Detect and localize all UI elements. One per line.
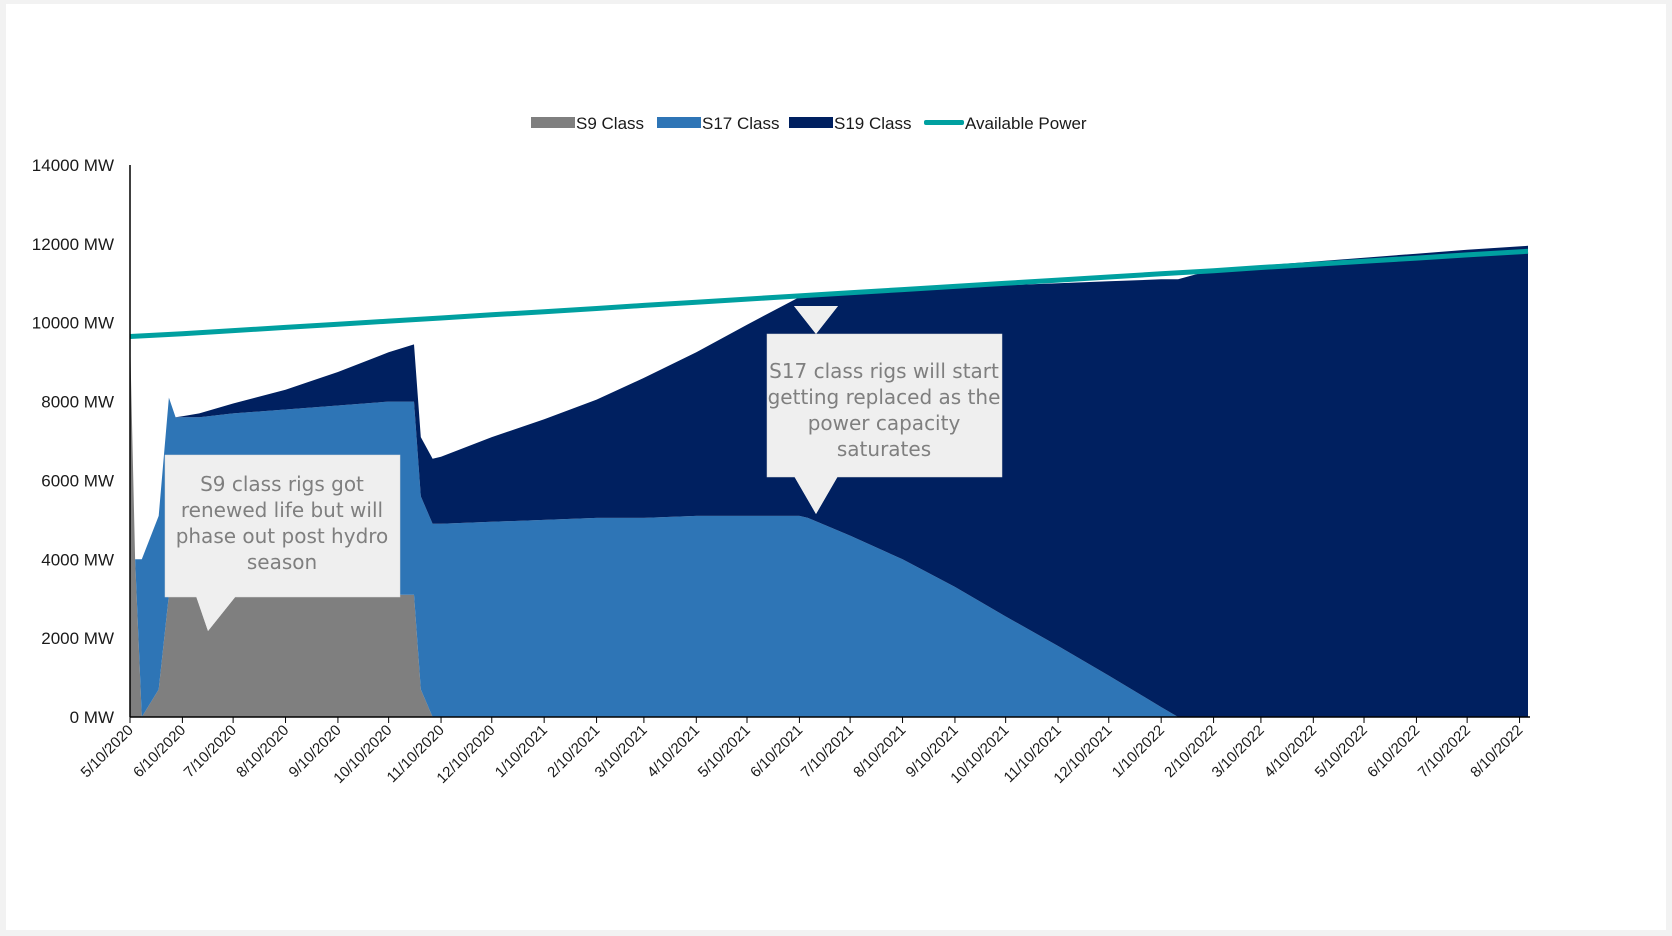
legend: S9 Class S17 Class S19 Class Available Powe… (531, 114, 1087, 133)
x-tick-label: 6/10/2021 (747, 722, 806, 781)
legend-swatch-s9-class (531, 117, 575, 128)
x-tick-label: 7/10/2020 (181, 722, 240, 781)
x-tick-label: 6/10/2022 (1364, 722, 1423, 781)
x-tick-label: 7/10/2021 (798, 722, 857, 781)
y-tick-label: 2000 MW (41, 629, 114, 648)
x-tick-label: 6/10/2020 (130, 722, 189, 781)
available-power-line-group (129, 248, 1529, 339)
legend-swatch-s17-class (657, 117, 701, 128)
x-tick-label: 1/10/2022 (1109, 722, 1168, 781)
callout-text-line: getting replaced as the (768, 385, 1001, 409)
x-tick-label: 4/10/2021 (644, 722, 703, 781)
callout-text-line: power capacity (808, 411, 961, 435)
legend-label-s17-class: S17 Class (702, 114, 779, 133)
stacked-area-chart: S9 Class S17 Class S19 Class Available Powe… (32, 114, 1530, 787)
y-tick-label: 6000 MW (41, 471, 114, 490)
legend-swatch-s19-class (789, 117, 833, 128)
y-tick-label: 8000 MW (41, 393, 114, 412)
line-available-power (129, 248, 1529, 339)
x-axis: 5/10/20206/10/20207/10/20208/10/20209/10… (78, 717, 1526, 787)
area-s17-class (130, 334, 1528, 717)
legend-label-s9-class: S9 Class (576, 114, 644, 133)
y-axis: 0 MW 2000 MW 4000 MW 6000 MW 8000 MW 10000 MW… (32, 156, 114, 727)
legend-swatch-available-power (924, 120, 964, 125)
callout-text-line: S17 class rigs will start (769, 359, 999, 383)
x-tick-label: 5/10/2021 (695, 722, 754, 781)
legend-label-available-power: Available Power (965, 114, 1087, 133)
legend-label-s19-class: S19 Class (834, 114, 911, 133)
x-tick-label: 8/10/2020 (233, 722, 292, 781)
x-tick-label: 8/10/2022 (1467, 722, 1526, 781)
x-tick-label: 5/10/2020 (78, 722, 137, 781)
x-tick-label: 5/10/2022 (1312, 722, 1371, 781)
callout-pointer-cover (196, 596, 236, 631)
chart-frame: S9 Class S17 Class S19 Class Available Powe… (6, 4, 1666, 930)
callout-text-line: phase out post hydro (176, 524, 389, 548)
x-tick-label: 3/10/2021 (592, 722, 651, 781)
callout-box (766, 333, 1003, 478)
x-tick-label: 3/10/2022 (1209, 722, 1268, 781)
y-tick-label: 12000 MW (32, 235, 114, 254)
x-tick-label: 7/10/2022 (1415, 722, 1474, 781)
axis-lines (129, 165, 1530, 718)
x-tick-label: 4/10/2022 (1261, 722, 1320, 781)
y-tick-label: 4000 MW (41, 550, 114, 569)
y-tick-label: 10000 MW (32, 314, 114, 333)
callout-box (164, 454, 401, 598)
x-tick-label: 8/10/2021 (850, 722, 909, 781)
callout-text-line: renewed life but will (181, 498, 383, 522)
x-tick-label: 1/10/2021 (492, 722, 551, 781)
y-tick-label: 0 MW (70, 708, 114, 727)
callout-text-line: season (247, 550, 317, 574)
y-tick-label: 14000 MW (32, 156, 114, 175)
callout-text-line: S9 class rigs got (200, 472, 364, 496)
area-s9-class (130, 334, 1528, 717)
callout-text-line: saturates (837, 437, 931, 461)
